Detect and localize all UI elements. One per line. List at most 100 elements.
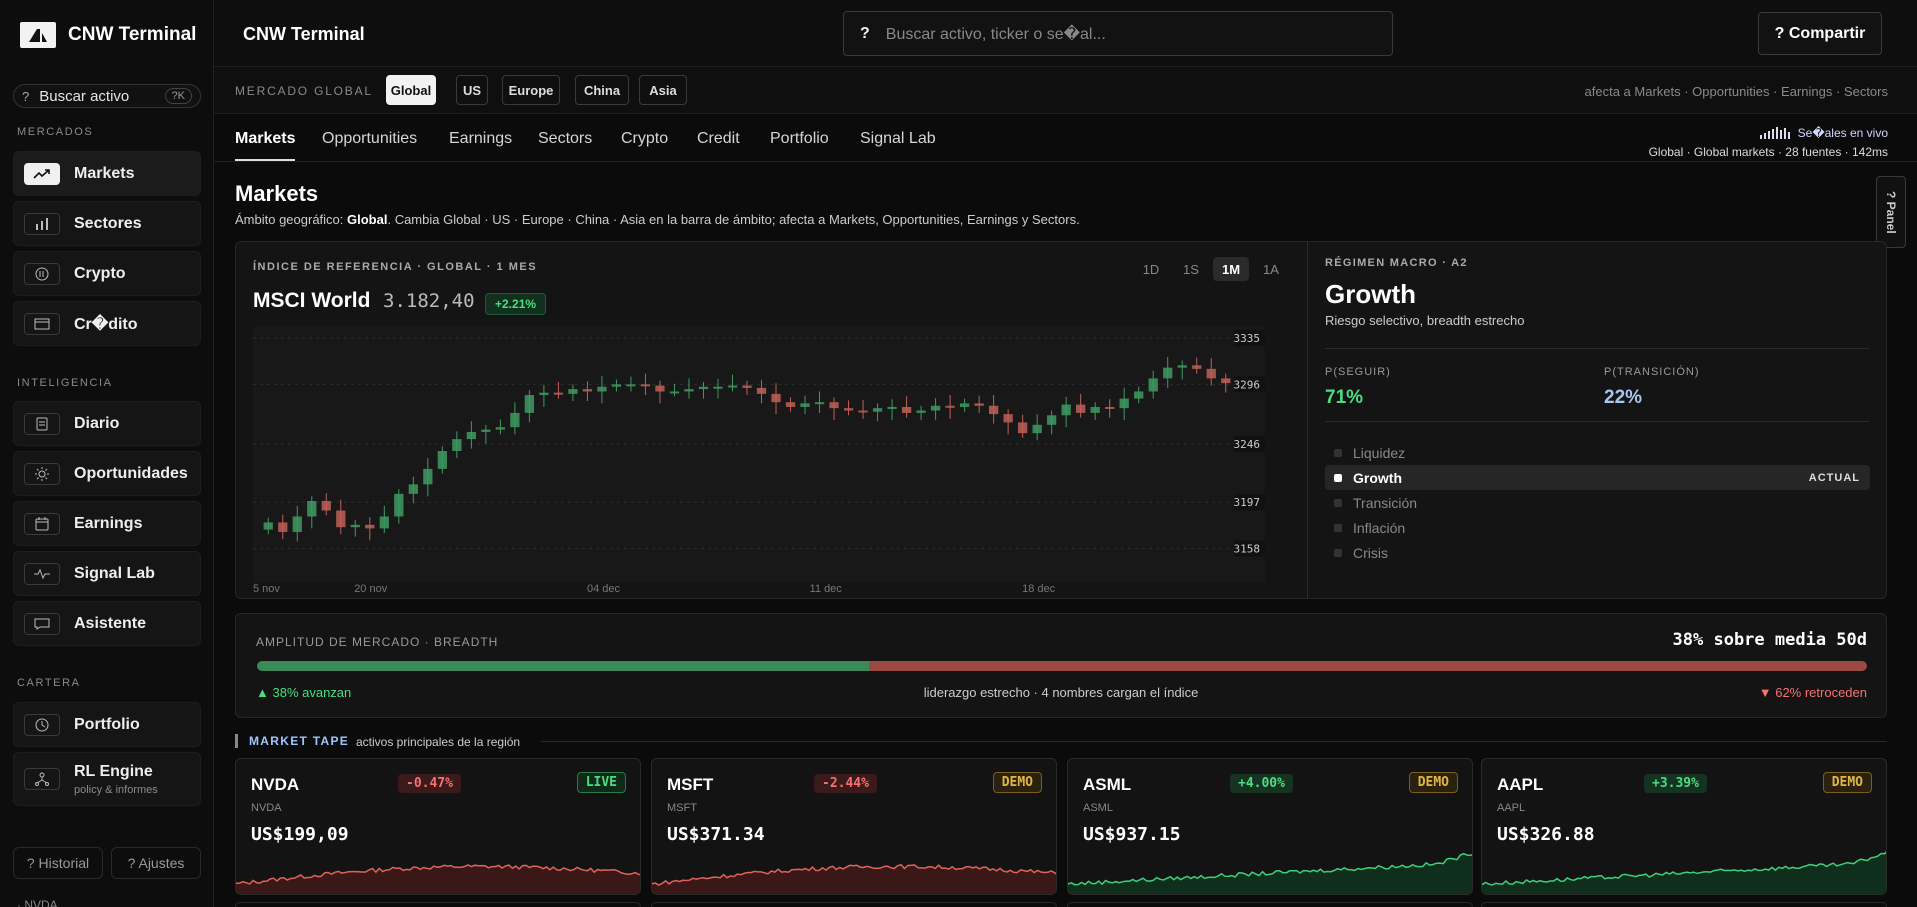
- p-stay-value: 71%: [1325, 387, 1364, 408]
- x-tick-label: 04 dec: [587, 583, 621, 595]
- sidebar-item-label: Portfolio: [74, 715, 140, 733]
- timeframe-1s[interactable]: 1S: [1183, 261, 1199, 277]
- tape-marker: [235, 734, 238, 748]
- ticker-sparkline: [236, 864, 640, 894]
- scope-chip-global[interactable]: Global: [386, 75, 436, 105]
- sidebar-item-asistente[interactable]: Asistente: [13, 601, 201, 646]
- candle-body: [1032, 424, 1042, 434]
- scope-chip-us[interactable]: US: [456, 75, 488, 105]
- candle-body: [771, 393, 781, 403]
- subtitle-prefix: Ámbito geográfico:: [235, 212, 348, 227]
- ticker-card-aapl[interactable]: AAPL +3.39% DEMO AAPL US$326.88: [1481, 758, 1887, 895]
- tab-portfolio[interactable]: Portfolio: [770, 130, 829, 147]
- regime-state-transicion[interactable]: Transición: [1325, 490, 1870, 515]
- ticker-subtitle: AAPL: [1497, 802, 1526, 814]
- sidebar-item-earnings[interactable]: Earnings: [13, 501, 201, 546]
- p-transition-value: 22%: [1604, 387, 1643, 408]
- tab-earnings[interactable]: Earnings: [449, 130, 513, 147]
- ticker-card-next[interactable]: [235, 902, 641, 907]
- tab-markets[interactable]: Markets: [235, 130, 296, 147]
- ticker-card-asml[interactable]: ASML +4.00% DEMO ASML US$937.15: [1067, 758, 1473, 895]
- active-tab-underline: [235, 159, 295, 161]
- ticker-status-badge: LIVE: [576, 772, 626, 793]
- x-tick-label: 20 nov: [354, 583, 388, 595]
- brand[interactable]: CNW Terminal: [20, 22, 196, 48]
- ticker-card-next[interactable]: [651, 902, 1057, 907]
- candle-body: [1003, 414, 1013, 423]
- brand-name: CNW Terminal: [68, 24, 197, 45]
- p-transition-label: P(TRANSICIÓN): [1604, 366, 1700, 378]
- ticker-card-next[interactable]: [1067, 902, 1473, 907]
- ticker-sparkline: [1482, 851, 1886, 894]
- sidebar: CNW Terminal ? Buscar activo ?K MERCADOS…: [0, 0, 214, 907]
- tick-bg: [1234, 376, 1265, 393]
- candle-body: [263, 522, 273, 530]
- sidebar-item-oportunidades[interactable]: Oportunidades: [13, 451, 201, 496]
- candle-body: [959, 403, 970, 407]
- tab-sectors[interactable]: Sectors: [538, 130, 593, 147]
- panel-toggle[interactable]: ? Panel: [1876, 176, 1906, 248]
- regime-state-crisis[interactable]: Crisis: [1325, 540, 1870, 565]
- tick-bg: [1234, 329, 1265, 346]
- timeframe-1a[interactable]: 1A: [1263, 261, 1279, 277]
- sidebar-item-diario[interactable]: Diario: [13, 401, 201, 446]
- divider: [1325, 348, 1869, 349]
- tape-rule: [541, 741, 1887, 742]
- ticker-change: +4.00%: [1230, 774, 1293, 793]
- candlestick-chart[interactable]: 3335 3296 3246 3197 3158 5 nov 20 nov 04 dec 11 …: [253, 326, 1303, 599]
- tape-subtitle: activos principales de la región: [356, 735, 521, 749]
- timeframe-1m[interactable]: 1M: [1213, 257, 1249, 281]
- ticker-card-nvda[interactable]: NVDA -0.47% LIVE NVDA US$199,09: [235, 758, 641, 895]
- tab-crypto[interactable]: Crypto: [621, 130, 669, 147]
- signal-bars-icon: [1759, 127, 1790, 139]
- candle-body: [1148, 378, 1158, 392]
- regime-state-growth[interactable]: Growth ACTUAL: [1325, 465, 1870, 490]
- candle-body: [481, 429, 491, 432]
- history-button[interactable]: ? Historial: [13, 847, 103, 879]
- scope-chip-asia[interactable]: Asia: [639, 75, 687, 105]
- regime-label: RÉGIMEN MACRO · A2: [1325, 257, 1468, 269]
- y-tick-label: 3246: [1234, 438, 1261, 451]
- search-icon: ?: [22, 88, 30, 104]
- sidebar-item-sectores[interactable]: Sectores: [13, 201, 201, 246]
- regime-state-inflacion[interactable]: Inflación: [1325, 515, 1870, 540]
- p-stay-label: P(SEGUIR): [1325, 366, 1391, 378]
- ticker-card-next[interactable]: [1481, 902, 1887, 907]
- candle-body: [1017, 422, 1028, 434]
- regime-state-liquidez[interactable]: Liquidez: [1325, 440, 1870, 465]
- sidebar-search-label: Buscar activo: [39, 87, 130, 105]
- sidebar-item-markets[interactable]: Markets: [13, 151, 201, 196]
- candle-body: [539, 392, 549, 396]
- candle-body: [785, 402, 796, 407]
- tab-opportunities[interactable]: Opportunities: [322, 130, 418, 147]
- share-button[interactable]: ? Compartir: [1758, 12, 1882, 55]
- sidebar-search-button[interactable]: ? Buscar activo ?K: [13, 84, 201, 108]
- sidebar-item-rl-engine[interactable]: RL Engine policy & informes: [13, 752, 201, 806]
- header: CNW Terminal ? Buscar activo, ticker o s…: [214, 0, 1917, 67]
- chat-icon: [24, 612, 60, 635]
- search-input[interactable]: ? Buscar activo, ticker o se�al...: [843, 11, 1393, 56]
- settings-button[interactable]: ? Ajustes: [111, 847, 201, 879]
- tab-credit[interactable]: Credit: [697, 130, 740, 147]
- ticker-symbol: ASML: [1083, 775, 1132, 794]
- sidebar-item-portfolio[interactable]: Portfolio: [13, 702, 201, 747]
- sidebar-item-crypto[interactable]: Crypto: [13, 251, 201, 296]
- candle-body: [1192, 365, 1202, 369]
- timeframe-1d[interactable]: 1D: [1142, 261, 1160, 277]
- candle-body: [626, 384, 636, 387]
- sidebar-item-credito[interactable]: Cr�dito: [13, 301, 201, 346]
- regime-name: Growth: [1325, 279, 1416, 309]
- sidebar-item-signal-lab[interactable]: Signal Lab: [13, 551, 201, 596]
- state-label: Liquidez: [1353, 444, 1406, 461]
- trend-icon: [24, 162, 60, 185]
- tab-signal-lab[interactable]: Signal Lab: [860, 130, 936, 147]
- divider: [1325, 421, 1869, 422]
- index-name: MSCI World: [253, 289, 371, 312]
- ticker-card-msft[interactable]: MSFT -2.44% DEMO MSFT US$371.34: [651, 758, 1057, 895]
- ticker-symbol: MSFT: [667, 775, 714, 794]
- scope-chip-europe[interactable]: Europe: [502, 75, 560, 105]
- ticker-subtitle: ASML: [1083, 802, 1113, 814]
- candle-body: [1047, 415, 1057, 425]
- scope-chip-china[interactable]: China: [575, 75, 629, 105]
- state-dot: [1334, 549, 1342, 557]
